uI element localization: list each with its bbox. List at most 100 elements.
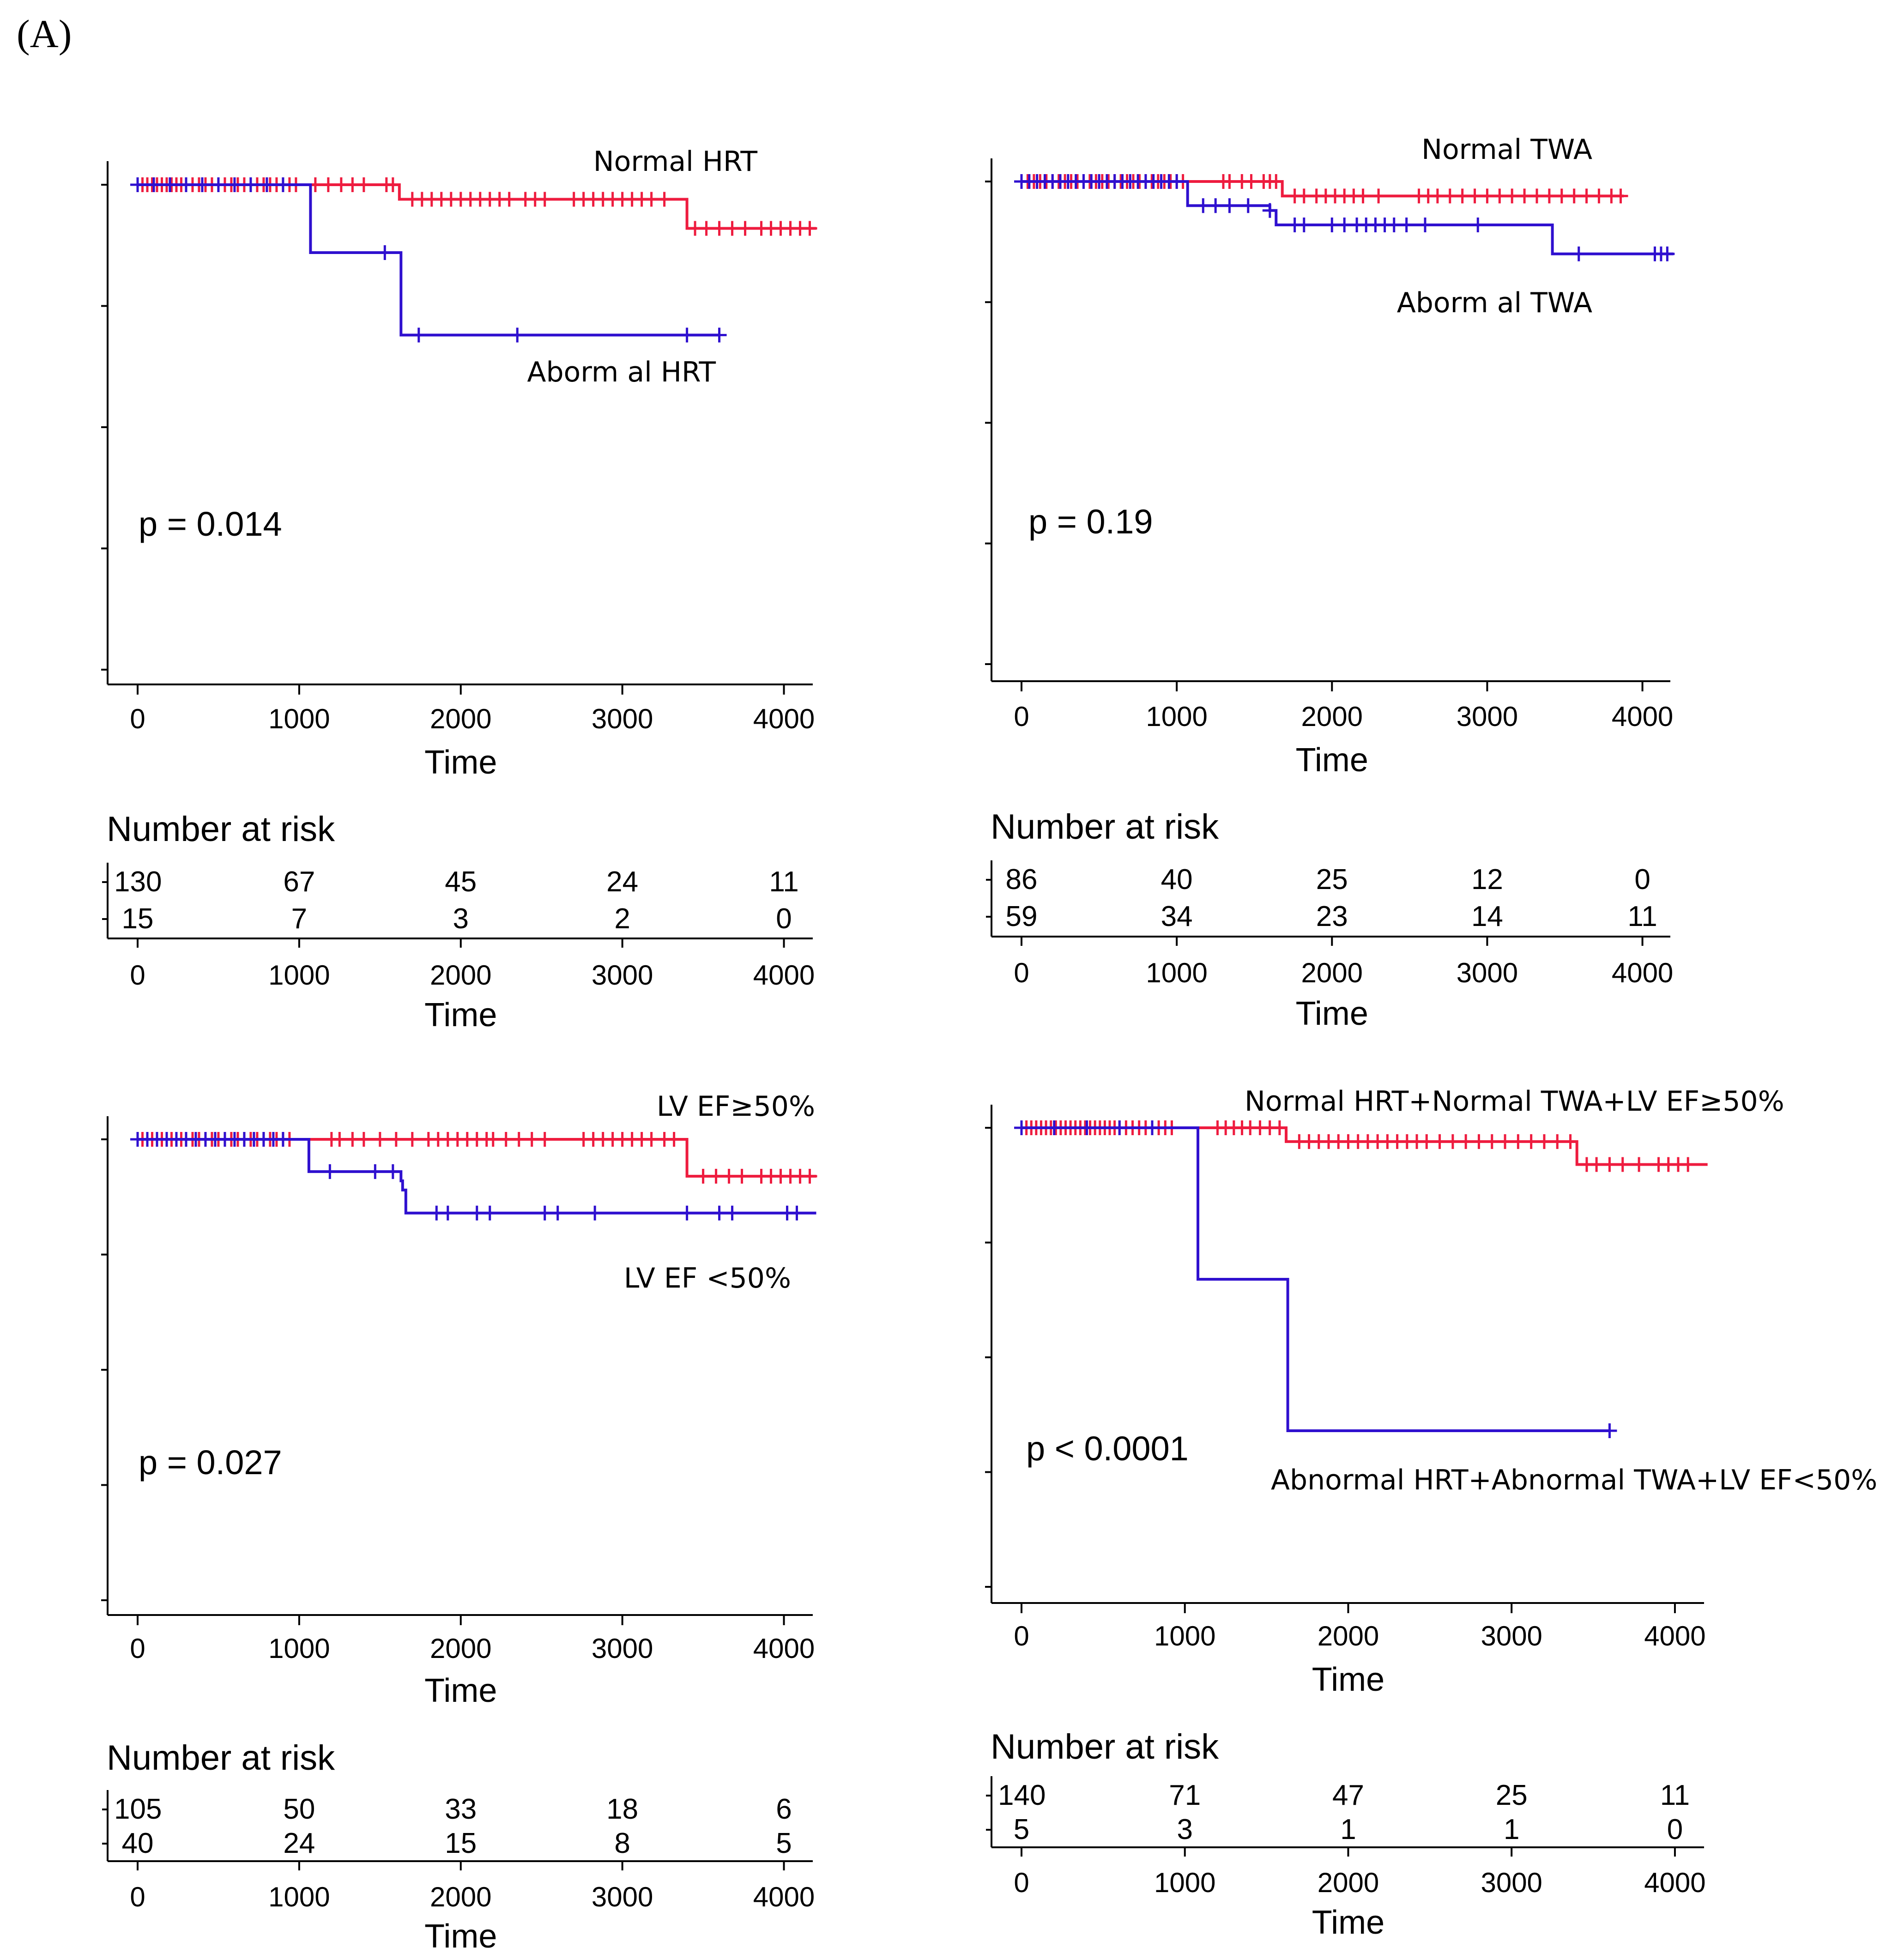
censor-mark — [510, 327, 525, 343]
censor-mark — [524, 1132, 539, 1147]
censor-mark — [679, 327, 695, 343]
censor-mark — [385, 177, 400, 192]
censor-mark — [712, 221, 727, 236]
censor-mark — [679, 1205, 695, 1221]
censor-mark — [411, 327, 426, 343]
censor-mark — [1660, 246, 1675, 261]
censor-mark — [695, 1168, 711, 1184]
risk-count: 59 — [1006, 901, 1038, 932]
x-tick-label: 0 — [1014, 701, 1029, 732]
censor-mark — [1517, 188, 1532, 204]
censor-mark — [1480, 188, 1495, 204]
censor-mark — [734, 1168, 750, 1184]
risk-count: 14 — [1471, 901, 1503, 932]
risk-count: 105 — [114, 1793, 162, 1825]
censor-mark — [1196, 198, 1211, 213]
series-label: Normal TWA — [1421, 133, 1592, 166]
censor-mark — [1014, 1120, 1029, 1135]
censor-mark — [1602, 1423, 1617, 1439]
risk-count: 5 — [1014, 1814, 1029, 1845]
censor-mark — [1244, 174, 1259, 189]
km-curve-abnormal — [1022, 1126, 1610, 1433]
censor-mark — [502, 192, 517, 207]
risk-count: 8 — [614, 1827, 630, 1859]
censor-mark — [1445, 1134, 1460, 1149]
censor-mark — [644, 192, 659, 207]
series-label: LV EF≥50% — [657, 1090, 815, 1123]
censor-mark — [377, 245, 393, 260]
risk-count: 130 — [114, 866, 162, 898]
censor-mark — [1554, 188, 1569, 204]
censor-mark — [1470, 218, 1486, 233]
censor-mark — [802, 1168, 817, 1184]
risk-count: 86 — [1006, 864, 1038, 895]
risk-count: 67 — [283, 866, 315, 898]
censor-mark — [699, 221, 714, 236]
km-panel-ef: 0 1000 2000 3000 4000 Time LV EF≥50% LV EF <50%… — [101, 1090, 817, 1955]
risk-count: 0 — [1634, 864, 1650, 895]
risk-count: 2 — [614, 903, 630, 935]
censor-mark — [657, 192, 672, 207]
censor-mark — [708, 1168, 724, 1184]
censor-mark — [146, 177, 161, 192]
risk-table-title: Number at risk — [991, 1727, 1219, 1766]
censor-mark — [1399, 218, 1414, 233]
risk-count: 40 — [122, 1827, 154, 1859]
censor-mark — [385, 1164, 400, 1179]
censor-mark — [1536, 1134, 1552, 1149]
risk-x-tick-label: 2000 — [1301, 957, 1363, 988]
censor-mark — [130, 177, 145, 192]
censor-mark — [1571, 246, 1586, 261]
x-tick-label: 2000 — [1301, 701, 1363, 732]
censor-mark — [1386, 218, 1402, 233]
x-tick-label: 0 — [1014, 1621, 1029, 1651]
censor-mark — [498, 1132, 514, 1147]
censor-mark — [1355, 188, 1371, 204]
risk-count: 15 — [445, 1827, 477, 1859]
censor-mark — [178, 177, 193, 192]
censor-mark — [356, 1132, 371, 1147]
risk-x-tick-label: 1000 — [268, 1881, 330, 1912]
censor-mark — [1079, 1120, 1094, 1135]
risk-x-tick-label: 3000 — [592, 960, 653, 991]
x-tick-label: 2000 — [430, 703, 491, 734]
risk-count: 5 — [776, 1827, 792, 1859]
risk-count: 23 — [1316, 901, 1348, 932]
risk-count: 11 — [1627, 901, 1657, 932]
censor-mark — [1432, 1134, 1447, 1149]
censor-mark — [644, 1132, 659, 1147]
risk-table-title: Number at risk — [991, 807, 1219, 847]
censor-mark — [537, 1132, 552, 1147]
censor-mark — [1262, 203, 1277, 218]
censor-mark — [356, 177, 371, 192]
risk-count: 1 — [1340, 1814, 1356, 1845]
censor-mark — [388, 1132, 404, 1147]
censor-mark — [1455, 188, 1470, 204]
risk-count: 40 — [1161, 864, 1193, 895]
risk-count: 15 — [122, 903, 154, 935]
censor-mark — [1541, 188, 1557, 204]
censor-mark — [322, 1164, 338, 1179]
censor-mark — [587, 1205, 603, 1221]
risk-count: 25 — [1496, 1779, 1528, 1811]
risk-count: 0 — [1667, 1814, 1683, 1845]
risk-count: 34 — [1161, 901, 1193, 932]
km-panel-hrt: 0 1000 2000 3000 4000 Time Normal HRT Aborm al … — [101, 145, 817, 1034]
risk-x-tick-label: 0 — [130, 1881, 145, 1912]
censor-mark — [1458, 1134, 1474, 1149]
km-curve-normal — [138, 183, 816, 230]
censor-mark — [1492, 188, 1507, 204]
censor-mark — [1144, 1120, 1160, 1135]
risk-count: 6 — [776, 1793, 792, 1825]
censor-mark — [1296, 188, 1312, 204]
km-curve-abnormal — [138, 1138, 816, 1215]
x-tick-label: 0 — [130, 703, 145, 734]
censor-mark — [211, 177, 226, 192]
censor-mark — [194, 177, 210, 192]
censor-mark — [1337, 218, 1352, 233]
risk-x-tick-label: 4000 — [753, 960, 815, 991]
censor-mark — [666, 1132, 682, 1147]
censor-mark — [1240, 198, 1256, 213]
risk-count: 24 — [606, 866, 638, 898]
